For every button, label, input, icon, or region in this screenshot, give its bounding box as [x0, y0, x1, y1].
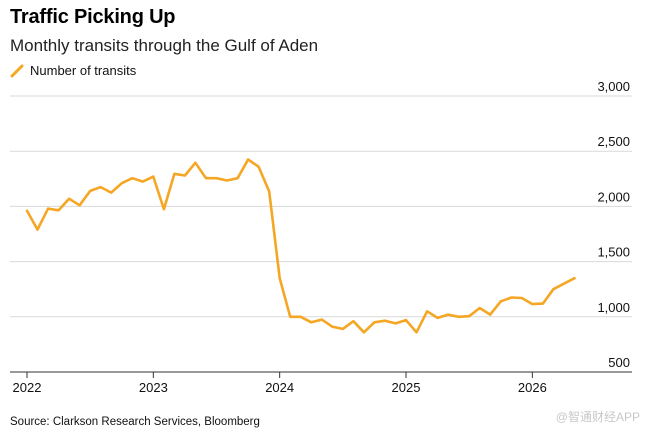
y-tick-label: 2,000: [597, 189, 630, 204]
data-point: [68, 197, 70, 200]
data-point: [257, 165, 260, 168]
data-point: [110, 191, 112, 194]
x-tick-label: 2026: [518, 380, 547, 395]
chart-title: Traffic Picking Up: [10, 6, 176, 28]
data-point: [310, 321, 313, 324]
legend-swatch-icon: [10, 64, 24, 77]
data-point: [268, 190, 271, 193]
y-tick-label: 3,000: [597, 79, 630, 94]
data-point: [573, 277, 576, 280]
data-point: [436, 317, 439, 319]
data-point: [363, 331, 365, 334]
data-point: [415, 331, 418, 334]
data-point: [142, 180, 144, 183]
watermark: @智通财经APP: [555, 410, 640, 424]
x-axis: 2022 2023 2024 2025 2026: [10, 371, 632, 395]
data-point: [405, 319, 407, 321]
data-point: [99, 186, 102, 188]
data-point: [394, 322, 397, 325]
source-note: Source: Clarkson Research Services, Bloo…: [10, 416, 260, 428]
data-point: [121, 182, 123, 184]
x-tick-label: 2022: [13, 380, 42, 395]
grid-lines: [10, 95, 632, 373]
data-point: [57, 209, 60, 212]
data-point: [542, 302, 544, 305]
y-tick-label: 1,000: [597, 300, 630, 315]
legend: Number of transits: [10, 63, 136, 78]
data-point: [500, 300, 502, 303]
data-point: [173, 173, 176, 175]
y-tick-label: 500: [608, 355, 630, 370]
y-tick-label: 1,500: [597, 245, 630, 260]
legend-label: Number of transits: [30, 63, 137, 78]
y-tick-label: 2,500: [597, 134, 630, 149]
data-point: [226, 179, 228, 182]
data-point: [489, 313, 492, 316]
data-point: [478, 307, 481, 309]
data-point: [426, 310, 428, 313]
data-point: [552, 288, 555, 291]
data-point: [36, 228, 39, 231]
data-point: [342, 328, 344, 330]
data-point: [236, 177, 239, 179]
data-point: [352, 320, 355, 323]
x-tick-label: 2023: [139, 380, 168, 395]
data-point: [205, 177, 207, 179]
data-point: [299, 316, 302, 318]
data-point: [373, 321, 376, 324]
data-point: [510, 296, 513, 299]
chart-subtitle: Monthly transits through the Gulf of Ade…: [10, 36, 319, 55]
data-point: [26, 210, 28, 212]
data-point: [331, 325, 334, 328]
x-tick-label: 2024: [265, 380, 294, 395]
data-point: [247, 158, 249, 161]
data-point: [184, 174, 186, 177]
data-point: [194, 162, 197, 164]
data-point: [531, 303, 534, 305]
data-point: [563, 282, 565, 285]
data-point: [289, 316, 292, 318]
data-point: [131, 177, 134, 179]
data-point: [447, 313, 449, 316]
data-point: [215, 177, 218, 179]
data-point: [321, 318, 323, 321]
data-point: [89, 190, 91, 192]
x-tick-label: 2025: [392, 380, 421, 395]
data-point: [457, 316, 460, 318]
series-layer: [25, 158, 576, 334]
data-point: [152, 175, 155, 178]
series-line-transits: [25, 158, 576, 334]
data-point: [384, 319, 386, 322]
data-point: [521, 297, 523, 299]
data-point: [278, 277, 281, 280]
data-point: [78, 204, 81, 207]
data-point: [468, 315, 471, 318]
y-axis: 3,000 2,500 2,000 1,500 1,000 500: [597, 79, 630, 370]
data-point: [47, 207, 49, 210]
data-point: [163, 208, 165, 210]
